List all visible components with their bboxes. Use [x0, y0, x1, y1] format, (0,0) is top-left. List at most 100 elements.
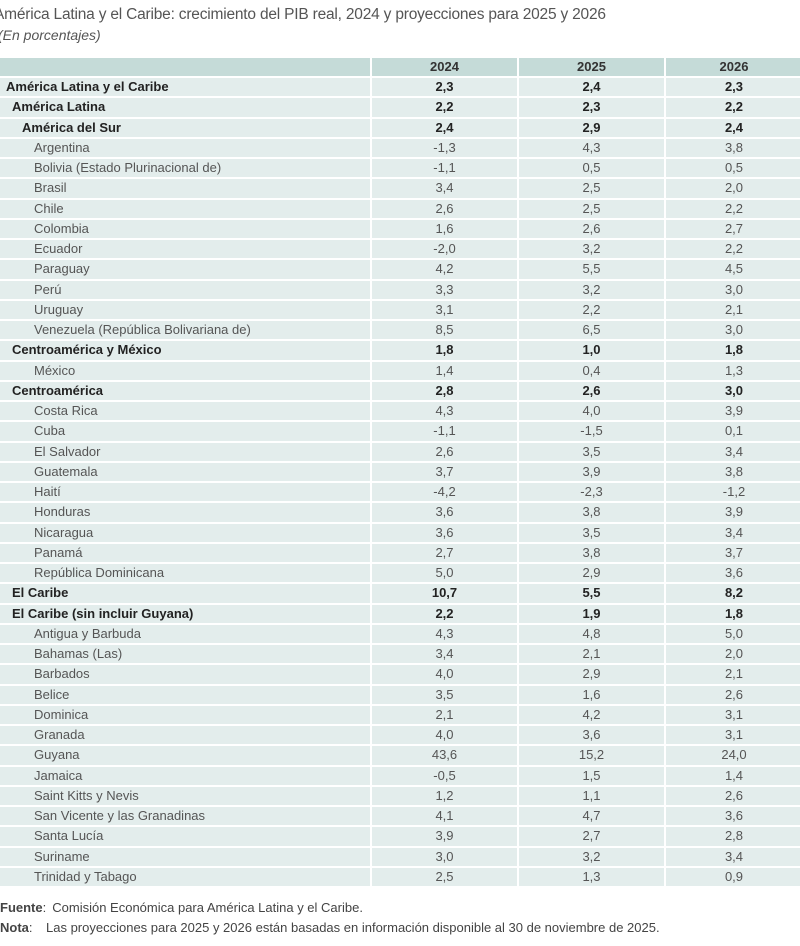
table-row: América Latina 2,2 2,3 2,2 [0, 98, 800, 117]
row-label: América Latina y el Caribe [0, 78, 370, 97]
value-2025: 2,7 [519, 827, 664, 846]
table-row: Jamaica -0,5 1,5 1,4 [0, 766, 800, 785]
value-2024: 1,6 [372, 219, 517, 238]
value-2025: 2,2 [519, 300, 664, 319]
value-2026: 3,4 [666, 523, 800, 542]
header-2025: 2025 [519, 58, 664, 76]
table-row: El Caribe (sin incluir Guyana) 2,2 1,9 1,8 [0, 604, 800, 623]
row-label: Honduras [0, 503, 370, 522]
value-2026: 5,0 [666, 624, 800, 643]
value-2024: 3,3 [372, 280, 517, 299]
row-label: Argentina [0, 138, 370, 157]
table-row: Paraguay 4,2 5,5 4,5 [0, 260, 800, 279]
row-label: Ecuador [0, 240, 370, 259]
row-label: Bolivia (Estado Plurinacional de) [0, 159, 370, 178]
value-2025: 4,8 [519, 624, 664, 643]
value-2024: 3,5 [372, 685, 517, 704]
value-2024: 2,3 [372, 78, 517, 97]
value-2026: 3,1 [666, 726, 800, 745]
row-label: Antigua y Barbuda [0, 624, 370, 643]
value-2024: -0,5 [372, 766, 517, 785]
value-2024: 8,5 [372, 321, 517, 340]
value-2026: 8,2 [666, 584, 800, 603]
table-row: Belice 3,5 1,6 2,6 [0, 685, 800, 704]
value-2026: 3,9 [666, 503, 800, 522]
value-2026: 1,3 [666, 361, 800, 380]
table-row: Honduras 3,6 3,8 3,9 [0, 503, 800, 522]
value-2024: -1,1 [372, 422, 517, 441]
value-2026: 3,6 [666, 564, 800, 583]
value-2025: 5,5 [519, 260, 664, 279]
value-2026: 2,2 [666, 240, 800, 259]
value-2025: 1,5 [519, 766, 664, 785]
value-2024: 43,6 [372, 746, 517, 765]
value-2025: 2,1 [519, 645, 664, 664]
value-2025: 3,8 [519, 503, 664, 522]
table-row: Dominica 2,1 4,2 3,1 [0, 705, 800, 724]
value-2025: 4,7 [519, 807, 664, 826]
value-2024: 3,6 [372, 523, 517, 542]
value-2025: 3,2 [519, 280, 664, 299]
table-row: América Latina y el Caribe 2,3 2,4 2,3 [0, 78, 800, 97]
table-row: Uruguay 3,1 2,2 2,1 [0, 300, 800, 319]
value-2025: 2,6 [519, 381, 664, 400]
value-2024: 3,4 [372, 179, 517, 198]
value-2024: 3,7 [372, 462, 517, 481]
value-2025: 2,6 [519, 219, 664, 238]
table-row: Trinidad y Tabago 2,5 1,3 0,9 [0, 867, 800, 886]
value-2025: 3,5 [519, 523, 664, 542]
value-2024: 3,1 [372, 300, 517, 319]
value-2025: 1,9 [519, 604, 664, 623]
table-row: Haití -4,2 -2,3 -1,2 [0, 483, 800, 502]
value-2026: 4,5 [666, 260, 800, 279]
value-2025: 2,5 [519, 179, 664, 198]
row-label: Saint Kitts y Nevis [0, 786, 370, 805]
table-row: Centroamérica y México 1,8 1,0 1,8 [0, 341, 800, 360]
table-row: Santa Lucía 3,9 2,7 2,8 [0, 827, 800, 846]
row-label: Cuba [0, 422, 370, 441]
value-2024: 10,7 [372, 584, 517, 603]
table-row: El Caribe 10,7 5,5 8,2 [0, 584, 800, 603]
value-2024: 2,1 [372, 705, 517, 724]
value-2025: 2,3 [519, 98, 664, 117]
value-2025: 4,2 [519, 705, 664, 724]
row-label: América Latina [0, 98, 370, 117]
value-2024: -4,2 [372, 483, 517, 502]
value-2026: 2,8 [666, 827, 800, 846]
table-row: Granada 4,0 3,6 3,1 [0, 726, 800, 745]
value-2024: 3,9 [372, 827, 517, 846]
value-2025: 3,5 [519, 442, 664, 461]
table-row: El Salvador 2,6 3,5 3,4 [0, 442, 800, 461]
source-label: Fuente [0, 900, 43, 915]
row-label: Trinidad y Tabago [0, 867, 370, 886]
value-2026: 3,4 [666, 847, 800, 866]
table-row: Nicaragua 3,6 3,5 3,4 [0, 523, 800, 542]
value-2025: 6,5 [519, 321, 664, 340]
table-row: Chile 2,6 2,5 2,2 [0, 199, 800, 218]
table-subtitle: (En porcentajes) [0, 27, 101, 43]
value-2025: 3,2 [519, 240, 664, 259]
table-row: Barbados 4,0 2,9 2,1 [0, 665, 800, 684]
value-2025: -1,5 [519, 422, 664, 441]
value-2024: 2,5 [372, 867, 517, 886]
value-2024: 3,0 [372, 847, 517, 866]
table-row: Perú 3,3 3,2 3,0 [0, 280, 800, 299]
value-2024: 4,1 [372, 807, 517, 826]
value-2026: 3,0 [666, 321, 800, 340]
value-2024: 4,0 [372, 665, 517, 684]
row-label: Suriname [0, 847, 370, 866]
value-2025: 3,6 [519, 726, 664, 745]
row-label: Barbados [0, 665, 370, 684]
value-2025: 1,1 [519, 786, 664, 805]
value-2025: 2,9 [519, 118, 664, 137]
row-label: Perú [0, 280, 370, 299]
row-label: El Caribe (sin incluir Guyana) [0, 604, 370, 623]
table-row: Venezuela (República Bolivariana de) 8,5 6… [0, 321, 800, 340]
row-label: Paraguay [0, 260, 370, 279]
row-label: Dominica [0, 705, 370, 724]
value-2025: 5,5 [519, 584, 664, 603]
value-2026: 2,2 [666, 98, 800, 117]
table-row: Guatemala 3,7 3,9 3,8 [0, 462, 800, 481]
value-2026: 2,1 [666, 665, 800, 684]
value-2024: 1,8 [372, 341, 517, 360]
